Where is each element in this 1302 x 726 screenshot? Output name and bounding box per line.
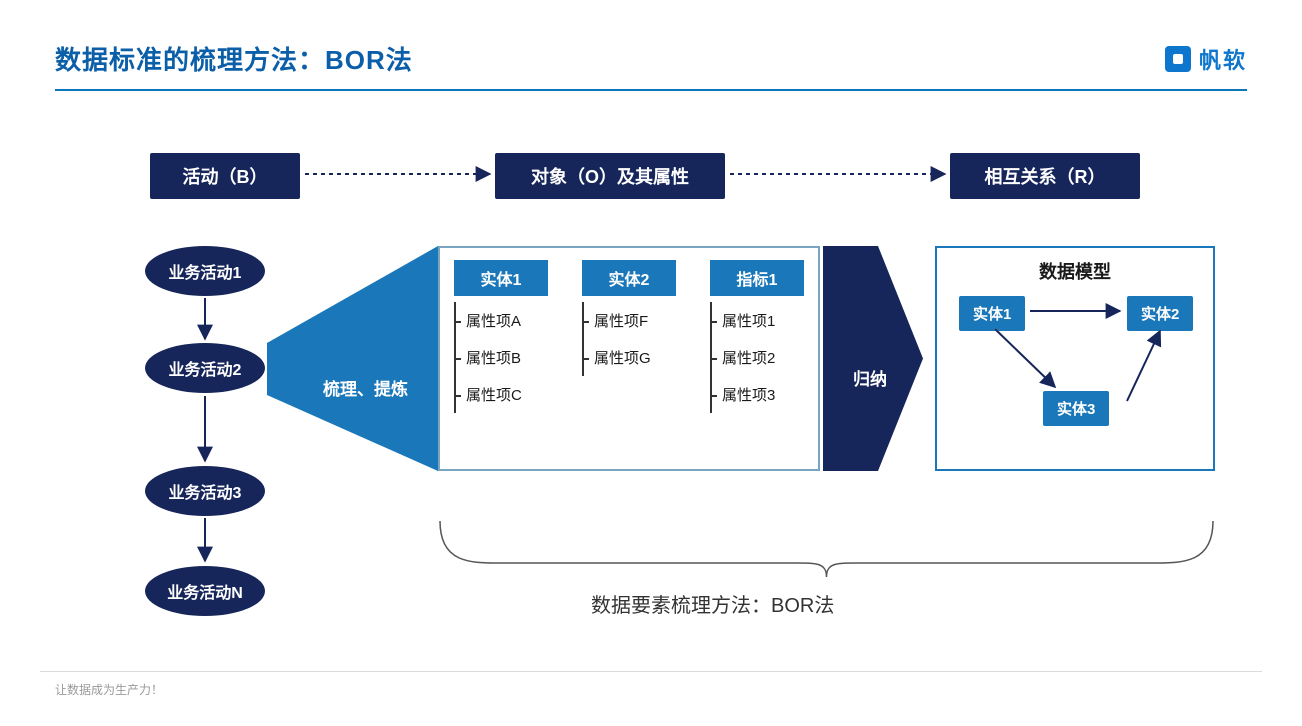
funnel-label: 梳理、提炼 bbox=[323, 375, 433, 400]
column-item: 属性项B bbox=[454, 339, 548, 376]
activity-4: 业务活动N bbox=[145, 566, 265, 616]
column-head: 实体2 bbox=[582, 260, 676, 296]
slide: 数据标准的梳理方法：BOR法 帆软 活动（B） 对象（O）及其属性 相互关系（R） 业… bbox=[0, 0, 1302, 726]
column-item: 属性项A bbox=[454, 302, 548, 339]
right-panel-title: 数据模型 bbox=[945, 258, 1205, 284]
column-head: 实体1 bbox=[454, 260, 548, 296]
entity-1: 实体1 bbox=[959, 296, 1025, 331]
entity-3: 实体3 bbox=[1043, 391, 1109, 426]
footer-divider bbox=[40, 671, 1262, 672]
diagram-canvas: 活动（B） 对象（O）及其属性 相互关系（R） 业务活动1 业务活动2 业务活动3 业务活动… bbox=[55, 111, 1247, 671]
column-2: 指标1 属性项1属性项2属性项3 bbox=[710, 260, 804, 457]
column-item: 属性项1 bbox=[710, 302, 804, 339]
column-1: 实体2 属性项F属性项G bbox=[582, 260, 676, 457]
logo-icon bbox=[1165, 46, 1191, 72]
column-item: 属性项C bbox=[454, 376, 548, 413]
activity-3: 业务活动3 bbox=[145, 466, 265, 516]
header-r: 相互关系（R） bbox=[950, 153, 1140, 199]
activity-2: 业务活动2 bbox=[145, 343, 265, 393]
column-item: 属性项2 bbox=[710, 339, 804, 376]
column-item: 属性项3 bbox=[710, 376, 804, 413]
sub-caption: 数据要素梳理方法：BOR法 bbox=[591, 589, 834, 618]
activity-1: 业务活动1 bbox=[145, 246, 265, 296]
footer-text: 让数据成为生产力！ bbox=[55, 681, 163, 698]
right-panel: 数据模型 bbox=[935, 246, 1215, 471]
title-bar: 数据标准的梳理方法：BOR法 帆软 bbox=[55, 40, 1247, 91]
entity-2: 实体2 bbox=[1127, 296, 1193, 331]
mid-panel: 实体1 属性项A属性项B属性项C 实体2 属性项F属性项G 指标1 属性项1属性项2属性项… bbox=[438, 246, 820, 471]
logo-text: 帆软 bbox=[1199, 43, 1247, 75]
column-item: 属性项G bbox=[582, 339, 676, 376]
right-arrow-label: 归纳 bbox=[853, 365, 887, 390]
logo: 帆软 bbox=[1165, 43, 1247, 75]
column-item: 属性项F bbox=[582, 302, 676, 339]
header-b: 活动（B） bbox=[150, 153, 300, 199]
column-head: 指标1 bbox=[710, 260, 804, 296]
column-0: 实体1 属性项A属性项B属性项C bbox=[454, 260, 548, 457]
header-o: 对象（O）及其属性 bbox=[495, 153, 725, 199]
page-title: 数据标准的梳理方法：BOR法 bbox=[55, 40, 413, 77]
